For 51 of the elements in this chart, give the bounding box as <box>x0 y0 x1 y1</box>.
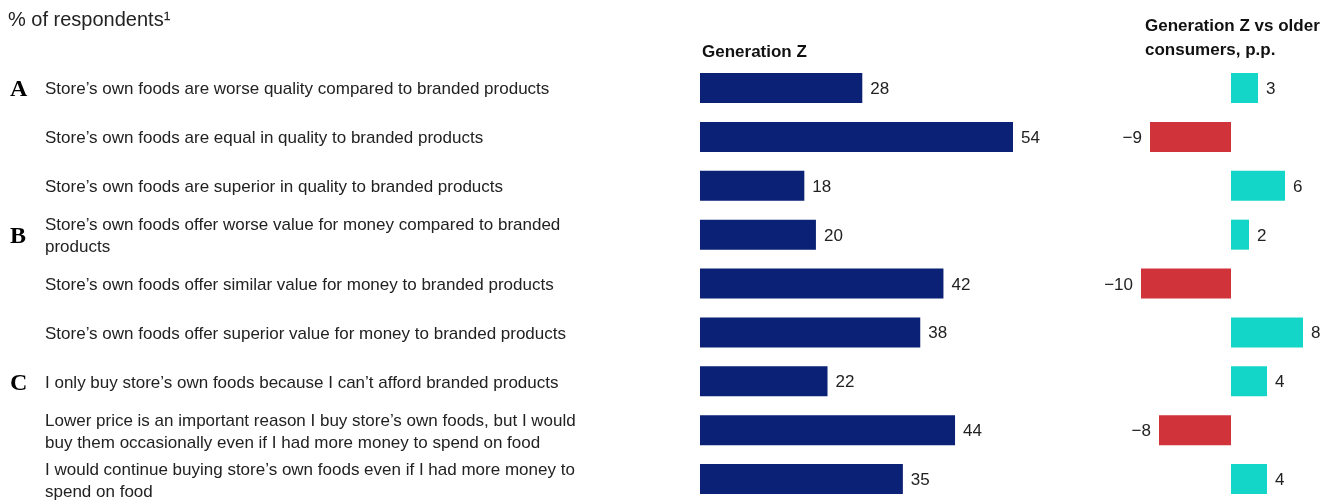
y-tick-label: Store’s own foods offer worse value for money compared to branded products <box>45 215 561 257</box>
bar <box>1231 317 1303 348</box>
data-label: 28 <box>870 79 890 98</box>
bar <box>700 366 828 397</box>
data-label: 8 <box>1311 323 1321 343</box>
bar <box>1150 121 1231 152</box>
data-label: 22 <box>835 372 855 392</box>
bar <box>700 464 903 495</box>
bar <box>700 170 805 201</box>
data-label: 4 <box>1275 372 1285 392</box>
bar <box>700 121 1013 152</box>
chart-title: Generation Z vs older consumers, p.p. <box>1145 15 1321 61</box>
y-tick-label: Store’s own foods are superior in quality to branded products <box>45 177 504 197</box>
bar <box>700 73 863 103</box>
bar <box>1141 268 1231 299</box>
bar <box>1231 366 1267 397</box>
y-tick-label: I only buy store’s own foods because I can’t afford branded products <box>45 372 559 392</box>
data-label: 3 <box>1266 79 1276 98</box>
data-label: 38 <box>928 323 948 343</box>
data-label: 4 <box>1275 470 1285 490</box>
text: % of respondents¹ <box>8 8 171 30</box>
y-tick-label: Store’s own foods offer superior value for money to branded products <box>45 323 567 343</box>
data-label: 2 <box>1257 225 1267 245</box>
data-label: 44 <box>963 421 982 441</box>
data-label: −10 <box>1104 274 1133 294</box>
data-label: 6 <box>1293 176 1303 196</box>
bar <box>1159 415 1231 446</box>
data-label: −9 <box>1122 127 1142 147</box>
bar <box>700 317 921 348</box>
data-label: −8 <box>1131 421 1151 441</box>
data-label: 20 <box>823 225 843 245</box>
text: C <box>10 368 28 395</box>
y-tick-label: Store’s own foods offer similar value for money to branded products <box>45 275 554 294</box>
data-label: 54 <box>1021 127 1040 147</box>
y-tick-label: Lower price is an important reason I buy store’s own foods, but I would buy them occasionally even if I had more money to spend on food <box>45 410 576 452</box>
y-tick-label: Store’s own foods are worse quality compared to branded products <box>45 79 550 99</box>
text: A <box>10 75 28 102</box>
bar <box>700 415 956 446</box>
y-tick-label: I would continue buying store’s own foods even if I had more money to spend on food <box>45 459 575 501</box>
data-label: 42 <box>951 274 971 294</box>
data-label: 35 <box>910 470 930 490</box>
bar <box>1231 170 1285 201</box>
chart-title: Generation Z <box>702 41 808 63</box>
data-label: 18 <box>812 176 832 196</box>
bar <box>1231 73 1258 103</box>
text: B <box>10 222 27 249</box>
bar <box>1231 464 1267 495</box>
y-tick-label: Store’s own foods are equal in quality to branded products <box>45 128 484 148</box>
bar <box>1231 219 1249 250</box>
bar <box>700 268 944 299</box>
bar <box>700 219 816 250</box>
